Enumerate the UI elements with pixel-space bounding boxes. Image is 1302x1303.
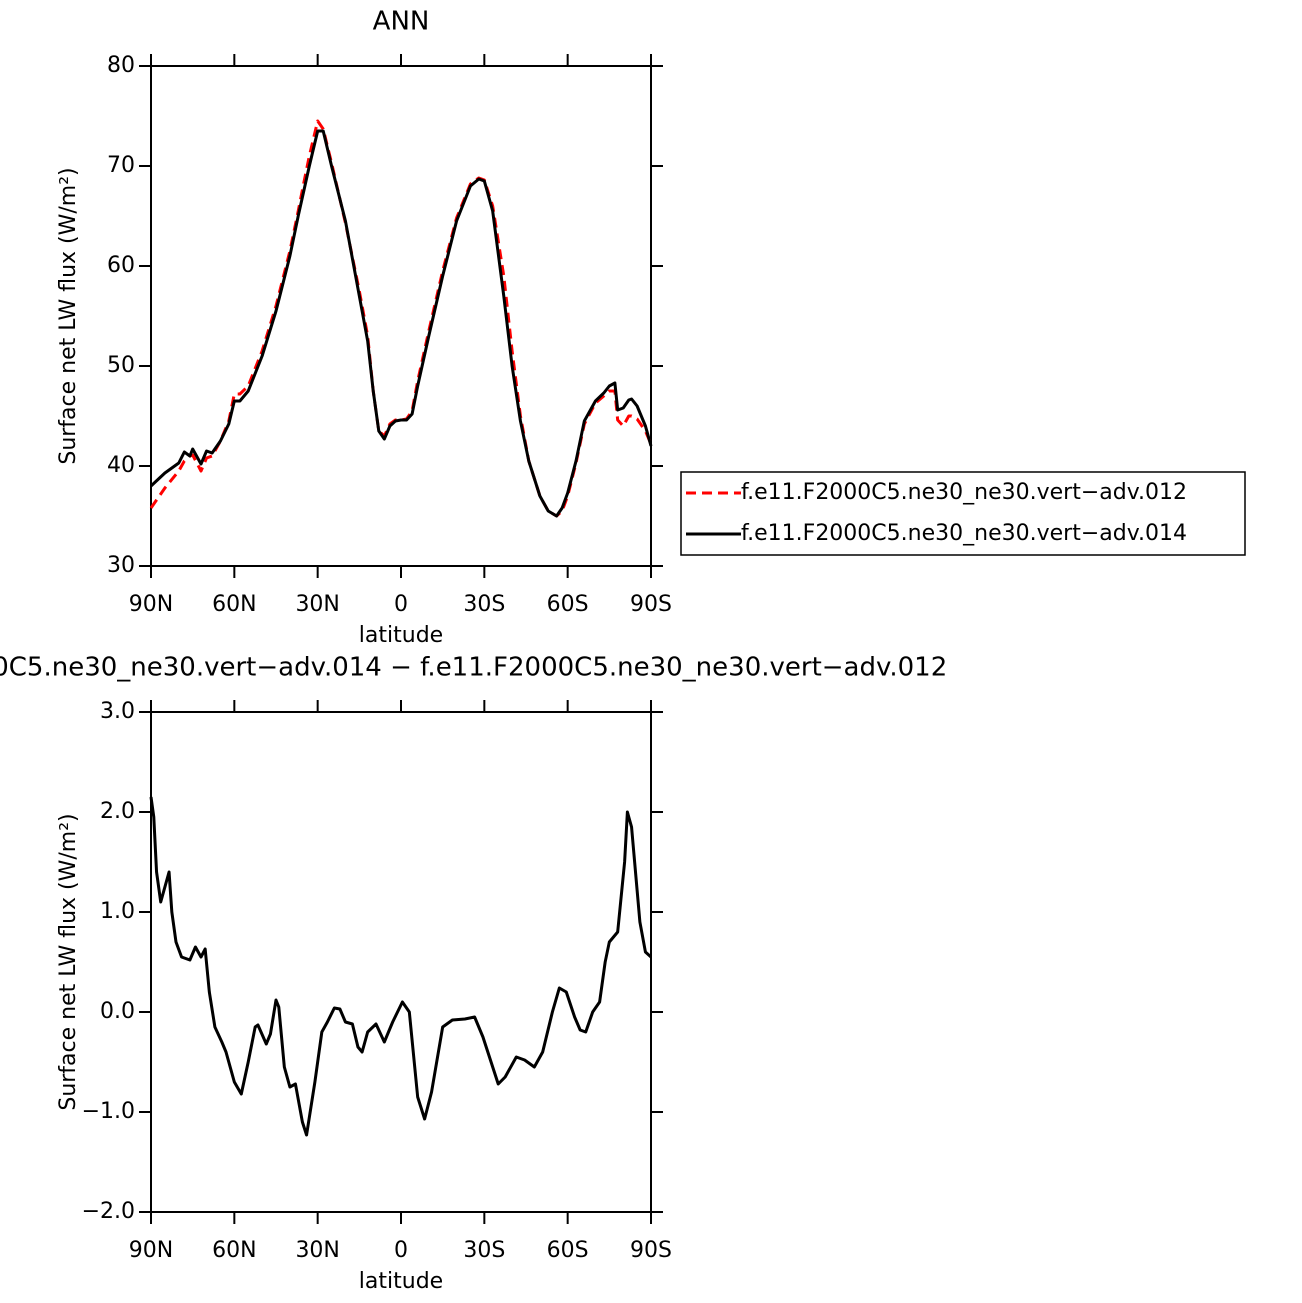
- y-tick-label: 80: [107, 53, 135, 78]
- x-tick-label: 90S: [630, 592, 672, 617]
- y-tick-label: 50: [107, 353, 135, 378]
- x-tick-label: 30N: [295, 1238, 339, 1263]
- y-tick-label: 3.0: [100, 699, 135, 724]
- y-axis-label: Surface net LW flux (W/m²): [56, 813, 81, 1110]
- y-tick-label: 30: [107, 553, 135, 578]
- x-tick-label: 0: [394, 592, 408, 617]
- x-tick-label: 90S: [630, 1238, 672, 1263]
- x-tick-label: 60S: [547, 1238, 589, 1263]
- x-tick-label: 30S: [463, 592, 505, 617]
- x-tick-label: 0: [394, 1238, 408, 1263]
- y-tick-label: 60: [107, 253, 135, 278]
- x-tick-label: 30N: [295, 592, 339, 617]
- chart-title: f.e11.F2000C5.ne30_ne30.vert−adv.014 − f…: [0, 653, 947, 683]
- data-line: [149, 796, 653, 1137]
- x-tick-label: 60N: [212, 1238, 256, 1263]
- plot-frame: [150, 65, 652, 567]
- y-tick-label: 70: [107, 153, 135, 178]
- x-axis-label: latitude: [359, 623, 443, 648]
- x-tick-label: 60S: [547, 592, 589, 617]
- legend-box: [680, 471, 1246, 556]
- y-tick-label: −1.0: [82, 1099, 135, 1124]
- chart-title: ANN: [373, 7, 430, 37]
- y-tick-label: 2.0: [100, 799, 135, 824]
- x-tick-label: 30S: [463, 1238, 505, 1263]
- y-tick-label: 0.0: [100, 999, 135, 1024]
- y-tick-label: 40: [107, 453, 135, 478]
- y-axis-label: Surface net LW flux (W/m²): [56, 167, 81, 464]
- plot-frame: [150, 711, 652, 1213]
- y-tick-label: 1.0: [100, 899, 135, 924]
- x-axis-label: latitude: [359, 1269, 443, 1294]
- x-tick-label: 90N: [129, 1238, 173, 1263]
- legend-label: f.e11.F2000C5.ne30_ne30.vert−adv.012: [741, 480, 1187, 505]
- legend-label: f.e11.F2000C5.ne30_ne30.vert−adv.014: [741, 521, 1187, 546]
- data-line: [149, 129, 653, 518]
- y-tick-label: −2.0: [82, 1199, 135, 1224]
- x-tick-label: 90N: [129, 592, 173, 617]
- x-tick-label: 60N: [212, 592, 256, 617]
